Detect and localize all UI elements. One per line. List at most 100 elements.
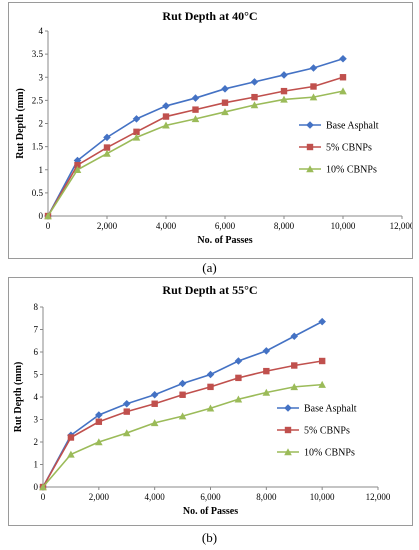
chart-b: Rut Depth at 55°C 0 1 2 3 4 5 6 7 8 0 2,000 4,000 6,0…	[13, 283, 391, 517]
data-point	[103, 144, 111, 151]
legend-label: 5% CBNPs	[304, 426, 350, 437]
x-tick-label: 6,000	[215, 221, 236, 231]
data-point	[207, 383, 214, 391]
data-point	[103, 133, 111, 142]
data-point	[221, 99, 229, 106]
y-tick-label: 4	[39, 26, 44, 36]
chart-title: Rut Depth at 40°C	[162, 9, 257, 23]
y-tick-label: 2.5	[32, 95, 44, 105]
series-1	[39, 317, 326, 491]
chart-title: Rut Depth at 55°C	[162, 283, 257, 297]
legend-label: Base Asphalt	[326, 121, 379, 132]
data-point	[44, 212, 52, 220]
y-tick-label: 1	[39, 165, 44, 175]
x-tick-label: 10,000	[331, 221, 356, 231]
data-point	[123, 408, 130, 415]
y-tick-label: 3	[39, 72, 44, 82]
data-point	[290, 332, 299, 341]
data-point	[310, 83, 317, 90]
x-tick-label: 4,000	[145, 492, 166, 502]
y-tick-label: 5	[34, 370, 39, 380]
data-point	[39, 483, 47, 491]
data-point	[95, 438, 103, 446]
data-point	[178, 379, 187, 388]
data-point	[221, 85, 229, 93]
x-tick-label: 2,000	[97, 221, 118, 231]
data-point	[290, 383, 299, 391]
data-point	[67, 434, 75, 441]
data-point	[103, 149, 111, 157]
x-axis-title: No. of Passes	[183, 506, 238, 517]
x-tick-label: 12,000	[390, 221, 412, 231]
data-point	[162, 113, 170, 120]
data-point	[151, 400, 158, 407]
data-point	[291, 362, 298, 369]
data-point	[280, 71, 288, 79]
data-point	[234, 395, 243, 403]
data-point	[250, 101, 259, 109]
data-point	[150, 419, 159, 427]
data-point	[206, 404, 215, 412]
y-tick-label: 4	[34, 392, 39, 402]
data-point	[133, 128, 140, 136]
data-point	[132, 115, 141, 123]
data-point	[122, 429, 131, 437]
data-point	[339, 87, 347, 95]
legend-entry: Base Asphalt	[299, 121, 379, 132]
caption-a: (a)	[202, 260, 217, 275]
series-2	[39, 357, 326, 491]
data-point	[280, 95, 288, 103]
legend-marker	[306, 165, 314, 173]
y-tick-label: 0	[39, 211, 44, 221]
data-point	[221, 108, 229, 116]
data-point	[234, 357, 243, 365]
x-tick-label: 4,000	[156, 221, 177, 231]
data-point	[251, 93, 258, 101]
series-line	[47, 57, 344, 217]
caption-b: (b)	[201, 530, 218, 545]
legend-marker	[306, 121, 314, 129]
data-point	[262, 347, 271, 355]
data-point	[339, 54, 347, 63]
data-point	[309, 64, 318, 72]
series-line	[42, 320, 323, 488]
y-tick-label: 3	[34, 415, 39, 425]
legend-label: 10% CBNPs	[304, 448, 355, 459]
data-point	[132, 133, 141, 141]
data-point	[235, 374, 242, 382]
data-point	[150, 390, 159, 399]
data-point	[191, 115, 200, 123]
legend-marker	[284, 448, 292, 456]
data-point	[162, 102, 170, 110]
legend-entry: 10% CBNPs	[277, 448, 355, 459]
x-tick-label: 2,000	[89, 492, 110, 502]
data-point	[318, 357, 326, 365]
data-point	[179, 391, 186, 398]
legend-entry: 5% CBNPs	[277, 426, 350, 437]
y-tick-label: 2	[34, 437, 39, 447]
data-point	[162, 121, 170, 129]
x-tick-label: 12,000	[366, 492, 391, 502]
x-axis-title: No. of Passes	[197, 235, 252, 246]
data-point	[95, 418, 103, 425]
x-tick-label: 0	[41, 492, 46, 502]
data-point	[122, 399, 131, 408]
y-tick-label: 2	[39, 119, 44, 129]
legend-marker	[306, 143, 314, 151]
data-point	[250, 78, 259, 86]
data-point	[178, 412, 187, 420]
data-point	[191, 94, 200, 102]
legend-entry: Base Asphalt	[277, 404, 357, 415]
series-3	[39, 380, 326, 491]
y-tick-label: 6	[34, 347, 39, 357]
data-point	[318, 380, 326, 388]
data-point	[73, 165, 82, 173]
data-point	[192, 106, 199, 113]
y-tick-label: 1.5	[32, 142, 44, 152]
legend-entry: 5% CBNPs	[299, 143, 372, 154]
data-point	[339, 74, 347, 81]
x-tick-label: 8,000	[256, 492, 277, 502]
x-tick-label: 6,000	[200, 492, 221, 502]
y-tick-label: 0	[34, 482, 39, 492]
legend-label: Base Asphalt	[304, 404, 357, 415]
